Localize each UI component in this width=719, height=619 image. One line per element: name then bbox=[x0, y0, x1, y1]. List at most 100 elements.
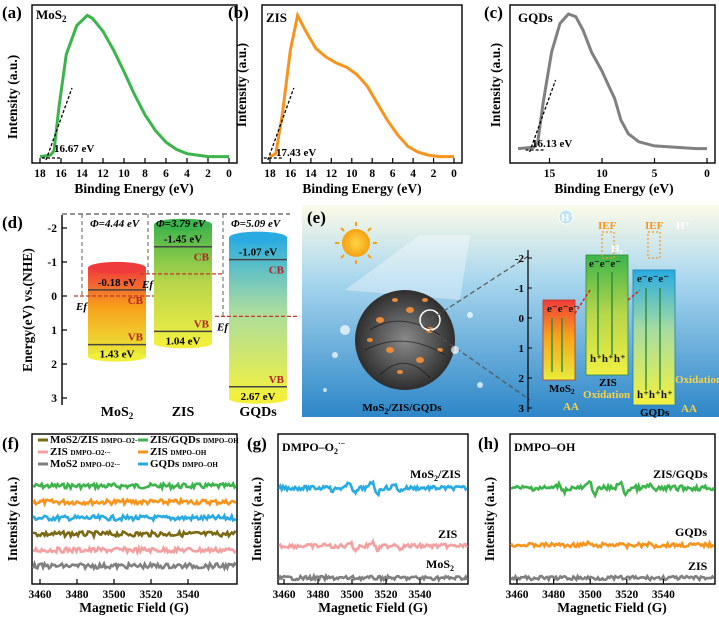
legend-sub: DMPO–OH bbox=[171, 449, 207, 457]
xtick-label: 3480 bbox=[307, 589, 330, 601]
legend-f: MoS2/ZIS DMPO–O2·− ZIS/GQDs DMPO–OH ZIS DM… bbox=[38, 434, 239, 470]
xtick-label: 18 bbox=[264, 168, 276, 180]
traces-h bbox=[509, 479, 716, 583]
annotation-c: 16.13 eV bbox=[532, 138, 572, 150]
cb-label: CB bbox=[128, 295, 144, 307]
xtick-label: 12 bbox=[97, 168, 109, 180]
xtick-label: 18 bbox=[34, 168, 46, 180]
xlabel-g: Magnetic Field (G) bbox=[318, 600, 427, 615]
xtick-label: 3520 bbox=[375, 589, 398, 601]
xtick-label: 2 bbox=[431, 168, 437, 180]
xticks-f: 3460 3480 3500 3520 3540 bbox=[29, 579, 200, 601]
xtick-label: 3500 bbox=[103, 589, 126, 601]
xtick-label: 3500 bbox=[341, 589, 364, 601]
gqds-band-label: GQDs bbox=[640, 407, 670, 419]
trace-f bbox=[31, 559, 237, 572]
gqds-band bbox=[632, 269, 676, 406]
mos2-band bbox=[542, 299, 576, 381]
aa-label-left: AA bbox=[563, 401, 579, 413]
h-plus-label: H⁺ bbox=[561, 212, 576, 224]
ytick-label: 0 bbox=[51, 291, 57, 303]
xlabel-c: Binding Energy (eV) bbox=[554, 181, 673, 196]
legend-entry: MoS2/ZIS DMPO–O2·− bbox=[50, 434, 141, 446]
ylabel-d: Energy(eV) vs.(NHE) bbox=[20, 248, 35, 372]
xtick-label: 15 bbox=[544, 168, 556, 180]
sun-icon bbox=[335, 222, 377, 264]
panel-f: (f) Intensity (a.u.) MoS2/ZIS DMPO–O2·− Z… bbox=[2, 433, 239, 615]
legend-sub: DMPO–O2·− bbox=[80, 461, 120, 469]
frame-c bbox=[509, 4, 716, 164]
cb-value: -0.18 eV bbox=[98, 277, 137, 289]
yticks-d: -2 -1 0 1 2 3 bbox=[47, 223, 67, 405]
panel-label-f: (f) bbox=[2, 434, 19, 453]
title-h: DMPO–OH bbox=[514, 440, 576, 454]
legend-entry: ZIS DMPO–O2·− bbox=[50, 446, 111, 458]
zoom-line-top bbox=[429, 254, 531, 321]
band-bottom-GQDs bbox=[229, 393, 287, 404]
trace-g-mos2 bbox=[277, 572, 469, 584]
vb-value: 1.43 eV bbox=[100, 349, 135, 361]
label-h-zisgqds: ZIS/GQDs bbox=[653, 467, 708, 481]
vb-value: 1.04 eV bbox=[166, 335, 201, 347]
iep-box-zis bbox=[601, 231, 615, 259]
frame-g bbox=[277, 433, 469, 585]
trace-h-zisgqds bbox=[510, 479, 716, 499]
cb-label: CB bbox=[269, 265, 285, 277]
trace-f bbox=[32, 512, 237, 524]
xtick-label: 6 bbox=[163, 168, 169, 180]
xtick-label: 10 bbox=[118, 168, 130, 180]
frame-a bbox=[31, 4, 238, 164]
aa-label-right: AA bbox=[681, 403, 697, 415]
category-MoS2: MoS2 bbox=[101, 405, 134, 421]
vb-value: 2.67 eV bbox=[241, 391, 276, 403]
legend-entry: ZIS/GQDs DMPO–OH bbox=[150, 434, 239, 446]
ylabel-b: Intensity (a.u.) bbox=[234, 43, 249, 127]
xtick-label: 6 bbox=[390, 168, 396, 180]
holes-zis: h⁺h⁺h⁺ bbox=[590, 353, 626, 365]
band-top-ZIS bbox=[154, 218, 212, 231]
trace-f bbox=[32, 480, 237, 493]
xtick-label: 3520 bbox=[615, 589, 638, 601]
electrons-gqds: e⁻e⁻e⁻ bbox=[637, 273, 669, 285]
xticks-c: 15 10 5 0 bbox=[544, 158, 710, 180]
ylabel-a: Intensity (a.u.) bbox=[5, 55, 20, 139]
xtick-label: 14 bbox=[76, 168, 88, 180]
xtick-label: 2 bbox=[205, 168, 211, 180]
xtick-label: 10 bbox=[596, 168, 608, 180]
xtick-label: 0 bbox=[451, 168, 457, 180]
panel-e: (e) bbox=[302, 205, 719, 419]
xtick-label: 3520 bbox=[140, 589, 163, 601]
cb-label: CB bbox=[194, 252, 210, 264]
ylabel-c: Intensity (a.u.) bbox=[488, 43, 503, 127]
xlabel-a: Binding Energy (eV) bbox=[74, 181, 193, 196]
ef-label: Ef bbox=[216, 321, 229, 333]
xtick-label: 5 bbox=[652, 168, 658, 180]
ytick-label: -1 bbox=[47, 257, 57, 269]
trace-g-mos2zis bbox=[277, 479, 468, 498]
title-g: DMPO–O2·− bbox=[282, 439, 346, 456]
xticks-g: 3460 3480 3500 3520 3540 bbox=[273, 579, 432, 601]
panel-h: (h) Intensity (a.u.) DMPO–OH ZIS/GQDs GQ… bbox=[478, 433, 716, 615]
xtick-label: 8 bbox=[369, 168, 375, 180]
xlabel-h: Magnetic Field (G) bbox=[557, 600, 666, 615]
xtick-label: 3500 bbox=[579, 589, 602, 601]
band-bar-MoS2 bbox=[88, 267, 146, 357]
trace-f bbox=[32, 544, 237, 557]
legend-entry: MoS2 DMPO–O2·− bbox=[50, 458, 120, 470]
traces-f bbox=[31, 480, 237, 572]
ef-label: Ef bbox=[75, 301, 88, 313]
label-h-zis: ZIS bbox=[688, 559, 708, 573]
work-function-label: Φ=5.09 eV bbox=[231, 218, 282, 230]
oxidation-label-left: Oxidation bbox=[583, 389, 630, 401]
traces-g bbox=[277, 479, 469, 584]
axis-tick-label: 0 bbox=[519, 313, 525, 325]
frame-f bbox=[31, 433, 238, 585]
xtick-label: 3460 bbox=[29, 589, 52, 601]
label-g-zis: ZIS bbox=[438, 527, 458, 541]
label-g-mos2: MoS2 bbox=[426, 557, 454, 573]
mos2-band-label: MoS2 bbox=[549, 383, 575, 396]
annotation-a: 16.67 eV bbox=[54, 143, 94, 155]
xlabel-b: Binding Energy (eV) bbox=[302, 181, 421, 196]
ytick-label: -2 bbox=[47, 223, 57, 235]
